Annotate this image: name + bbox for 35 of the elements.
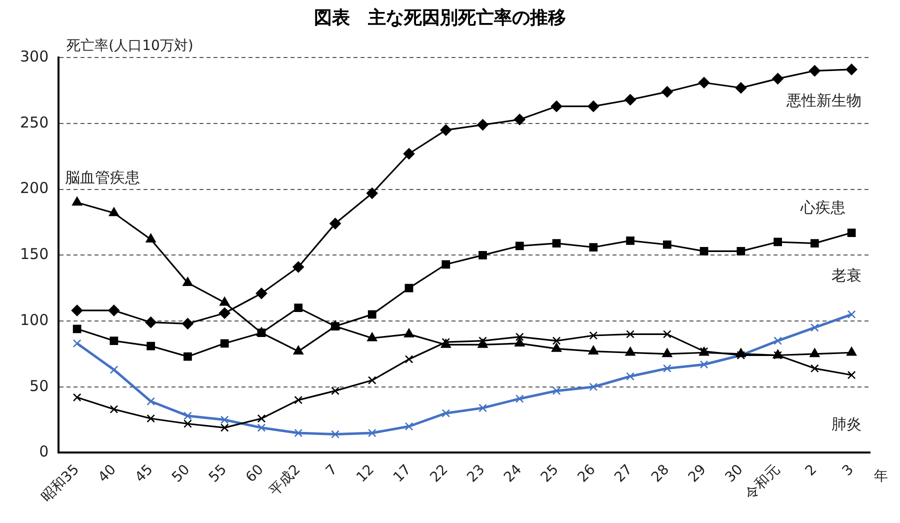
x-tick-label: 60 (242, 462, 267, 486)
x-tick-label: 27 (612, 462, 636, 486)
x-axis-title: 年 (874, 468, 888, 484)
x-tick-label: 7 (323, 462, 341, 480)
y-tick-label: 150 (20, 245, 49, 264)
x-tick-label: 26 (574, 462, 599, 486)
y-tick-label: 0 (39, 442, 49, 461)
x-tick-label: 2 (802, 462, 820, 480)
x-tick-label: 50 (169, 462, 194, 486)
y-tick-label: 50 (30, 376, 49, 395)
x-tick-label: 17 (390, 462, 414, 486)
x-tick-label: 55 (206, 462, 230, 486)
text: 肺炎 (832, 414, 862, 433)
x-tick-label: 平成2 (266, 462, 304, 500)
x-tick-label: 3 (839, 462, 857, 480)
series-label: 心疾患 (800, 198, 846, 217)
series-label: 老衰 (832, 266, 862, 284)
x-tick-label: 45 (132, 462, 156, 486)
x-tick-label: 23 (464, 462, 488, 486)
y-axis-title: 死亡率(人口10万対) (66, 38, 194, 54)
x-tick-label: 12 (354, 462, 378, 486)
x-tick-label: 昭和35 (38, 462, 82, 506)
x-tick-label: 22 (427, 462, 452, 486)
y-tick-label: 200 (20, 179, 49, 198)
x-tick-label: 40 (95, 462, 120, 486)
series-label: 脳血管疾患 (65, 168, 140, 186)
y-tick-label: 250 (20, 113, 49, 132)
x-tick-label: 29 (686, 462, 710, 486)
x-tick-label: 28 (648, 462, 673, 486)
y-tick-label: 100 (20, 310, 49, 329)
x-tick-label: 25 (538, 462, 562, 486)
y-tick-label: 300 (20, 47, 49, 66)
x-tick-label: 24 (501, 462, 526, 486)
chart-title: 図表 主な死因別死亡率の推移 (314, 7, 566, 28)
series-label: 悪性新生物 (786, 91, 862, 110)
